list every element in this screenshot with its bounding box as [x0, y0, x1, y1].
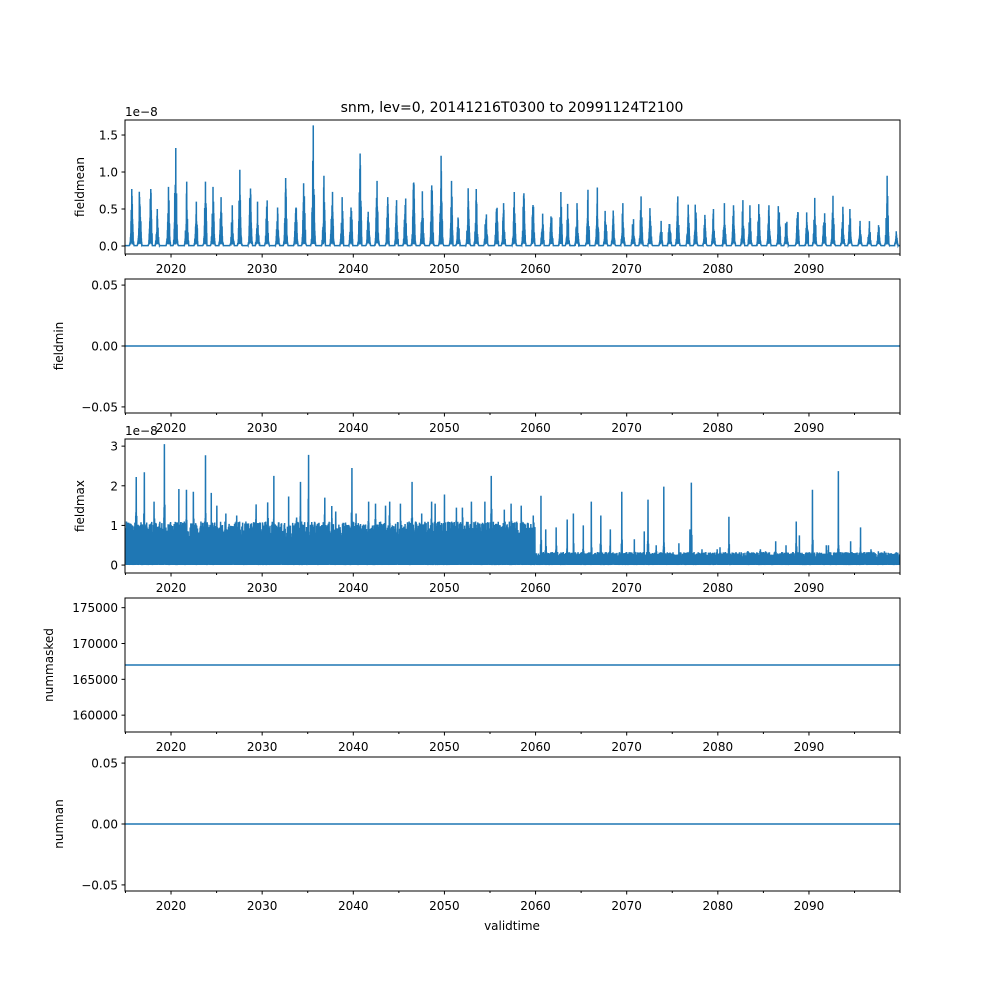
- y-tick-label: 0.00: [91, 818, 118, 832]
- y-tick-label: 160000: [72, 709, 118, 723]
- y-tick-label: 1: [110, 519, 118, 533]
- x-tick-label: 2090: [794, 740, 825, 754]
- x-tick-label: 2020: [156, 581, 187, 595]
- x-tick-label: 2060: [520, 262, 551, 276]
- y-tick-label: 165000: [72, 673, 118, 687]
- y-tick-label: 1.5: [99, 129, 118, 143]
- y-axis-label: nummasked: [42, 628, 56, 702]
- y-tick-label: 0.00: [91, 340, 118, 354]
- y-tick-label: 170000: [72, 637, 118, 651]
- y-tick-label: 175000: [72, 601, 118, 615]
- axes-frame: [124, 597, 901, 733]
- y-tick-label: −0.05: [81, 400, 118, 414]
- x-tick-label: 2020: [156, 740, 187, 754]
- x-tick-label: 2030: [247, 740, 278, 754]
- y-axis-label: numnan: [52, 799, 66, 848]
- x-tick-label: 2030: [247, 899, 278, 913]
- chart-title: snm, lev=0, 20141216T0300 to 20991124T21…: [341, 100, 684, 116]
- y-axis-label: fieldmean: [73, 157, 87, 217]
- x-tick-label: 2090: [794, 421, 825, 435]
- y-tick-label: 0.05: [91, 757, 118, 771]
- axes-frame: [124, 119, 901, 255]
- x-tick-label: 2080: [703, 740, 734, 754]
- x-tick-label: 2060: [520, 421, 551, 435]
- x-tick-label: 2060: [520, 581, 551, 595]
- x-tick-label: 2080: [703, 262, 734, 276]
- x-tick-label: 2080: [703, 581, 734, 595]
- x-tick-label: 2040: [338, 421, 369, 435]
- y-tick-label: 0.05: [91, 279, 118, 293]
- x-tick-label: 2090: [794, 581, 825, 595]
- y-tick-label: 0.0: [99, 240, 118, 254]
- data-layer: [125, 444, 900, 566]
- y-tick-label: 1.0: [99, 166, 118, 180]
- x-tick-label: 2080: [703, 421, 734, 435]
- x-tick-label: 2020: [156, 421, 187, 435]
- y-offset-text: 1e−8: [125, 424, 158, 438]
- subplot-nummasked: 160000 165000 170000 175000 nummasked 2020 203…: [42, 597, 901, 754]
- x-tick-label: 2020: [156, 899, 187, 913]
- x-tick-label: 2020: [156, 262, 187, 276]
- x-tick-label: 2040: [338, 262, 369, 276]
- y-offset-text: 1e−8: [125, 105, 158, 119]
- x-tick-label: 2040: [338, 581, 369, 595]
- x-tick-label: 2030: [247, 421, 278, 435]
- x-tick-label: 2030: [247, 262, 278, 276]
- y-axis-label: fieldmin: [52, 322, 66, 371]
- subplot-fieldmean: 0.0 0.5 1.0 1.5 fieldmean 1e−8 2020 2030 2040 205…: [73, 105, 901, 276]
- data-layer: [125, 125, 900, 249]
- x-tick-label: 2070: [611, 899, 642, 913]
- x-tick-label: 2050: [429, 740, 460, 754]
- y-tick-label: 0: [110, 559, 118, 573]
- y-tick-label: 3: [110, 440, 118, 454]
- x-tick-label: 2060: [520, 740, 551, 754]
- x-tick-label: 2050: [429, 421, 460, 435]
- subplot-fieldmin: −0.05 0.00 0.05 fieldmin 2020 2030 2040 2050 206…: [52, 278, 901, 435]
- x-tick-label: 2040: [338, 740, 369, 754]
- x-axis-label: validtime: [484, 919, 540, 933]
- x-tick-label: 2080: [703, 899, 734, 913]
- x-tick-label: 2090: [794, 899, 825, 913]
- x-tick-label: 2050: [429, 262, 460, 276]
- x-tick-label: 2070: [611, 740, 642, 754]
- x-tick-label: 2070: [611, 421, 642, 435]
- x-tick-label: 2030: [247, 581, 278, 595]
- y-tick-label: −0.05: [81, 878, 118, 892]
- x-tick-label: 2060: [520, 899, 551, 913]
- x-tick-label: 2090: [794, 262, 825, 276]
- y-tick-label: 0.5: [99, 203, 118, 217]
- series-line-fieldmax: [125, 444, 900, 566]
- axes-frame: [124, 438, 901, 574]
- series-line-fieldmean: [125, 125, 900, 249]
- x-tick-label: 2070: [611, 581, 642, 595]
- y-tick-label: 2: [110, 479, 118, 493]
- y-axis-label: fieldmax: [73, 480, 87, 532]
- x-tick-label: 2050: [429, 899, 460, 913]
- x-tick-label: 2040: [338, 899, 369, 913]
- x-tick-label: 2050: [429, 581, 460, 595]
- subplot-numnan: −0.05 0.00 0.05 numnan 2020 2030 2040 2050 2060 2…: [52, 756, 901, 913]
- x-tick-label: 2070: [611, 262, 642, 276]
